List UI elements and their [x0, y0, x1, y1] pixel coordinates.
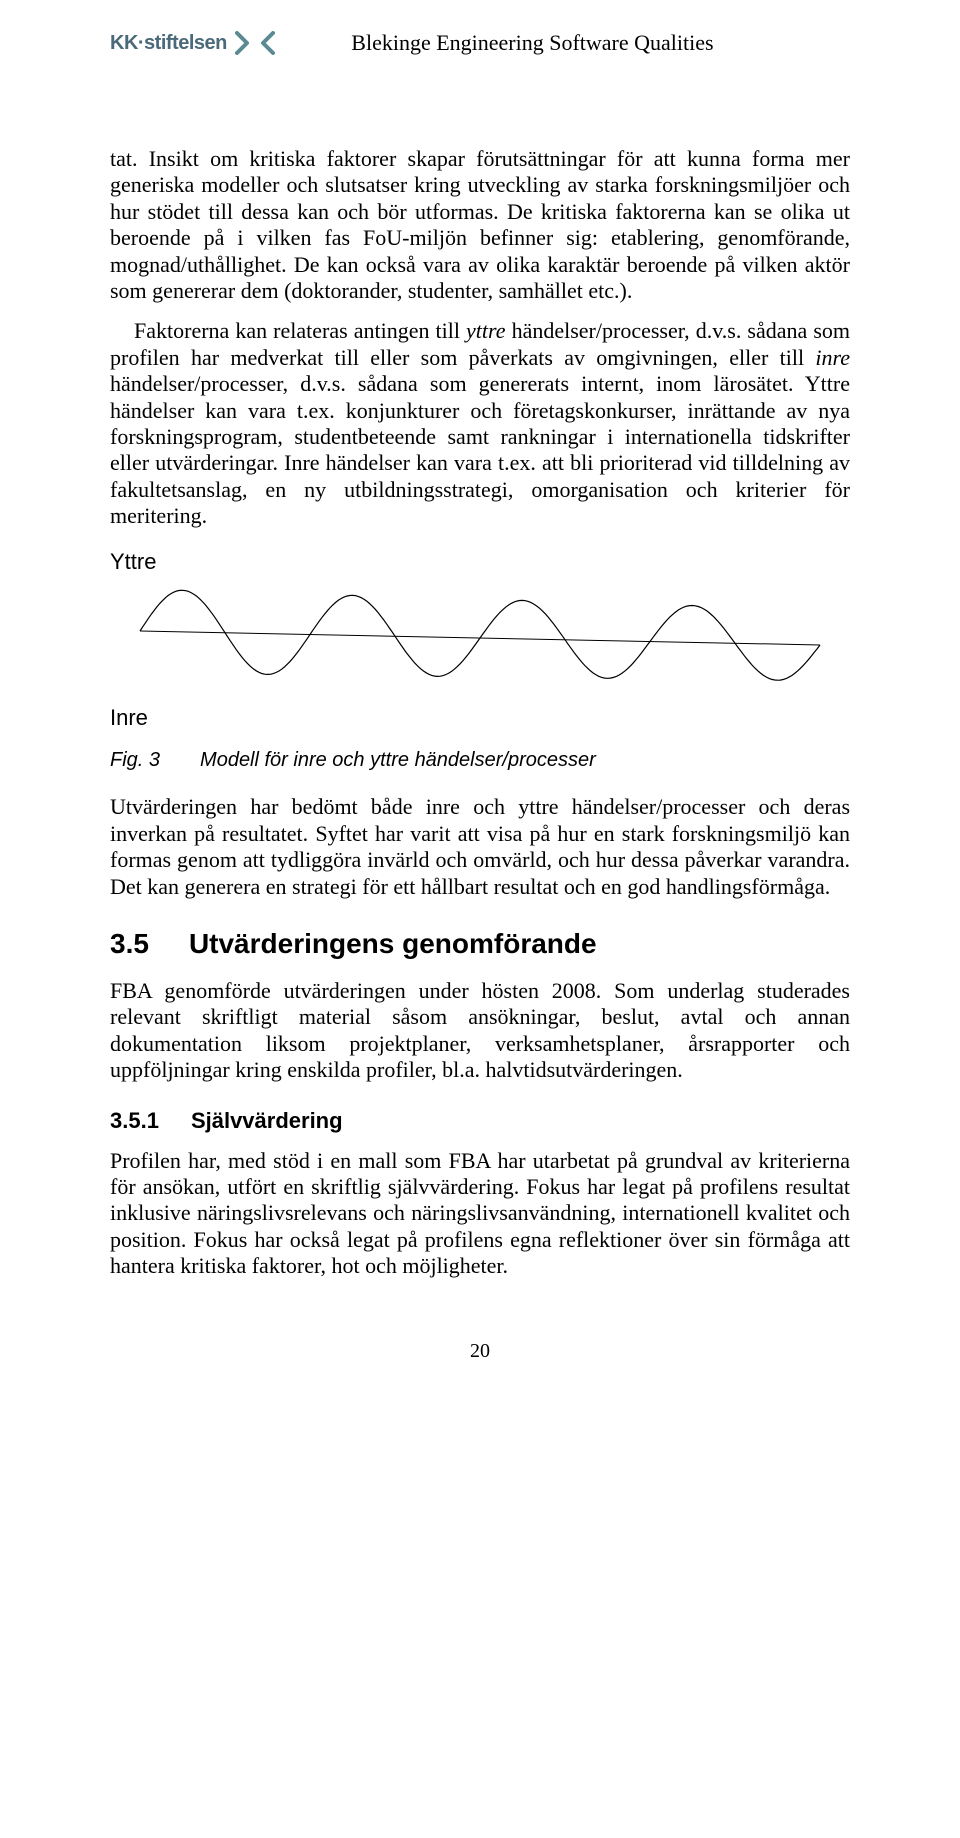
document-page: KK·stiftelsen Blekinge Engineering Softw… [0, 0, 960, 1403]
paragraph-3: FBA genomförde utvärderingen under höste… [110, 978, 850, 1084]
p1b-mid2: händelser/processer, d.v.s. sådana som g… [110, 371, 850, 528]
section-3-5-1-title: Självvärdering [191, 1108, 343, 1133]
figure-caption: Fig. 3 Modell för inre och yttre händelse… [110, 749, 850, 772]
section-3-5-1: 3.5.1 Självvärdering [110, 1108, 850, 1134]
wave-svg [110, 575, 830, 705]
wave-label-top: Yttre [110, 549, 850, 575]
section-3-5: 3.5 Utvärderingens genomförande [110, 928, 850, 960]
wave-label-bottom: Inre [110, 705, 850, 731]
paragraph-1a: tat. Insikt om kritiska faktorer skapar … [110, 146, 850, 304]
p1b-italic-1: yttre [466, 318, 506, 343]
wave-diagram: Yttre Inre [110, 549, 850, 731]
page-number: 20 [110, 1340, 850, 1363]
logo-text: KK·stiftelsen [110, 32, 227, 55]
section-3-5-num: 3.5 [110, 928, 149, 959]
paragraph-2: Utvärderingen har bedömt både inre och y… [110, 794, 850, 900]
section-3-5-1-num: 3.5.1 [110, 1108, 159, 1133]
p1b-pre: Faktorerna kan relateras antingen till [134, 318, 466, 343]
paragraph-1b: Faktorerna kan relateras antingen till y… [110, 318, 850, 529]
figure-number: Fig. 3 [110, 749, 160, 771]
figure-caption-text: Modell för inre och yttre händelser/proc… [200, 749, 596, 771]
paragraph-4: Profilen har, med stöd i en mall som FBA… [110, 1148, 850, 1280]
section-3-5-title: Utvärderingens genomförande [189, 928, 597, 959]
p1b-italic-2: inre [815, 345, 850, 370]
page-header: KK·stiftelsen Blekinge Engineering Softw… [110, 30, 850, 56]
header-title: Blekinge Engineering Software Qualities [215, 30, 850, 56]
